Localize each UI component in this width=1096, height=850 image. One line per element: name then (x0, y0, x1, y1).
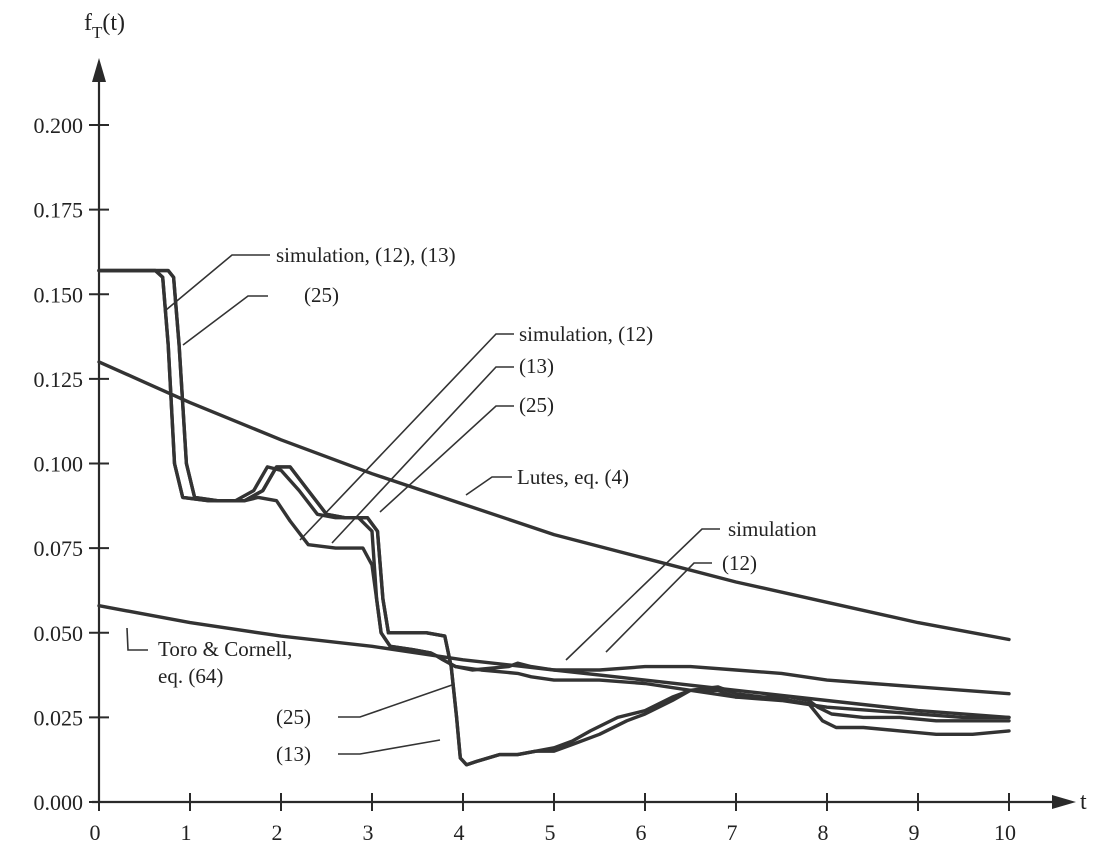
y-tick-label: 0.075 (34, 536, 84, 561)
annotation-25-mid: (25) (519, 393, 554, 417)
annotation-13-bottom: (13) (276, 742, 311, 766)
x-tick-label: 2 (272, 820, 283, 845)
x-tick-label: 0 (90, 820, 101, 845)
leader-sim-12-13 (165, 254, 270, 311)
annotation-toro: Toro & Cornell, (158, 637, 292, 661)
annotation-simulation-right: simulation (728, 517, 817, 541)
y-tick-label: 0.175 (34, 198, 84, 223)
series-line-1 (97, 604, 1011, 720)
leader-sim-12-mid (299, 333, 514, 541)
x-tick-label: 5 (545, 820, 556, 845)
leader-25-mid (379, 405, 514, 513)
y-tick-label: 0.000 (34, 790, 84, 815)
x-tick-label: 8 (818, 820, 829, 845)
y-tick-label: 0.050 (34, 621, 84, 646)
y-axis-arrow (92, 58, 106, 82)
x-tick-label: 6 (636, 820, 647, 845)
leader-25-bottom (338, 684, 453, 718)
leader-simulation-right (565, 528, 720, 661)
annotation-toro-eq: eq. (64) (158, 664, 223, 688)
leader-13-bottom (338, 739, 441, 755)
y-axis-title-subscript: T (92, 23, 103, 42)
x-tick-label: 1 (181, 820, 192, 845)
series-line-0 (97, 360, 1011, 642)
y-tick-label: 0.100 (34, 452, 84, 477)
annotation-group: simulation, (12), (13) (25) simulation, … (158, 243, 817, 766)
annotation-lutes: Lutes, eq. (4) (517, 465, 629, 489)
leader-12-right (605, 562, 712, 653)
leader-13-mid (331, 366, 514, 544)
leader-25-top (182, 295, 268, 346)
annotation-sim-12-mid: simulation, (12) (519, 322, 653, 346)
y-tick-label: 0.200 (34, 113, 84, 138)
x-tick-label: 10 (994, 820, 1016, 845)
tick-group: 0 1 2 3 4 5 6 7 8 9 10 0.000 0.025 0.050 0.075 0.100 0.1… (34, 113, 1017, 845)
annotation-13-mid: (13) (519, 354, 554, 378)
x-tick-label: 7 (727, 820, 738, 845)
leader-lines (126, 254, 720, 755)
x-tick-label: 9 (909, 820, 920, 845)
annotation-25-top: (25) (304, 283, 339, 307)
y-tick-label: 0.125 (34, 367, 84, 392)
series-line-5 (97, 268, 1011, 767)
y-tick-label: 0.150 (34, 282, 84, 307)
y-axis-title-base: f (84, 10, 92, 36)
x-tick-label: 3 (363, 820, 374, 845)
annotation-25-bottom: (25) (276, 705, 311, 729)
y-axis-title: fT(t) (84, 10, 125, 42)
x-axis-title: t (1080, 789, 1087, 815)
annotation-sim-12-13: simulation, (12), (13) (276, 243, 456, 267)
leader-lutes (465, 476, 512, 496)
y-tick-label: 0.025 (34, 705, 84, 730)
series-group (97, 268, 1011, 767)
y-axis-title-rest: (t) (102, 10, 125, 36)
x-tick-label: 4 (454, 820, 465, 845)
x-axis-arrow (1052, 795, 1076, 809)
annotation-12-right: (12) (722, 551, 757, 575)
leader-toro (126, 627, 148, 651)
